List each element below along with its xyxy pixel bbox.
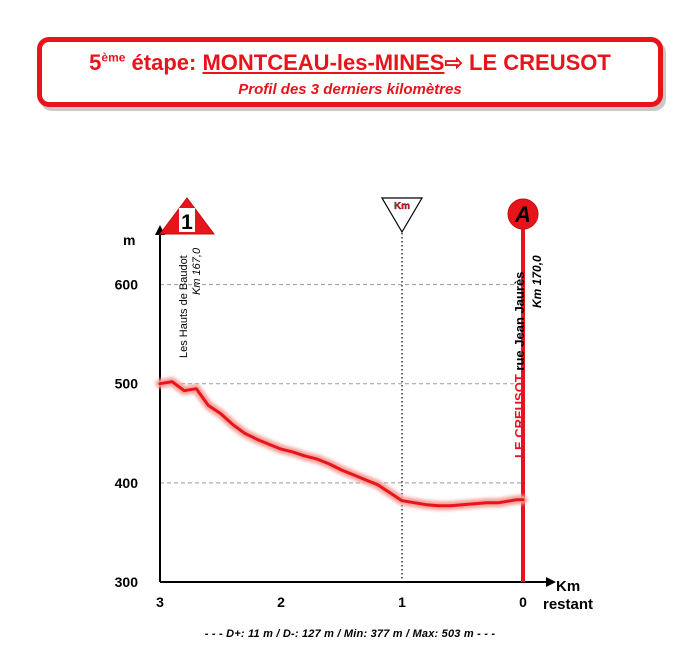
x-tick-label: 3	[156, 594, 164, 610]
stage-title: 5ème étape: MONTCEAU-les-MINES⇨ LE CREUS…	[42, 50, 658, 76]
stage-number: 5	[89, 50, 102, 75]
climb-name-label: Les Hauts de Baudot	[178, 255, 190, 358]
stage-ordinal: ème	[101, 50, 126, 65]
start-town: MONTCEAU-les-MINES	[202, 50, 445, 75]
arrival-name-label-group: LE CREUSOT rue Jean Jaurès	[512, 272, 527, 458]
profile	[155, 377, 528, 511]
x-tick-label: 0	[519, 594, 527, 610]
climb-badge	[179, 208, 195, 232]
x-axis-label-km: Km	[556, 578, 580, 595]
climb-number: 1	[181, 211, 193, 234]
flamme-rouge-label: Km	[394, 201, 410, 212]
flamme-rouge-icon	[380, 197, 424, 234]
x-tick-label: 1	[398, 594, 406, 610]
arrival-km-label: Km 170,0	[530, 255, 544, 308]
x-axis-label-restant: restant	[543, 596, 593, 613]
arrival-km-label-group: Km 170,0	[530, 255, 544, 308]
y-axis-unit: m	[123, 232, 135, 248]
y-tick-label: 400	[115, 475, 139, 491]
arrival-icon	[507, 198, 539, 230]
end-town: LE CREUSOT	[462, 50, 611, 75]
climb-km-label: Km 167,0	[191, 247, 203, 295]
arrival-name-label: LE CREUSOT rue Jean Jaurès	[512, 272, 527, 458]
labels: Les Hauts de Baudot Km 167,0 LE CREUSOT ru…	[178, 247, 544, 458]
profile-line	[158, 380, 525, 508]
subtitle: Profil des 3 derniers kilomètres	[238, 81, 462, 98]
x-tick-label: 2	[277, 594, 285, 610]
stats-footer: - - - D+: 11 m / D-: 127 m / Min: 377 m …	[204, 628, 496, 640]
y-tick-label: 600	[115, 277, 139, 293]
arrival-city-label: LE CREUSOT	[512, 374, 527, 458]
arrival-street-label: rue Jean Jaurès	[512, 272, 527, 375]
climb-name-label-group: Les Hauts de Baudot	[178, 255, 190, 358]
markers: Km 1 A	[159, 197, 539, 582]
y-tick-label: 300	[115, 574, 139, 590]
title-box: 5ème étape: MONTCEAU-les-MINES⇨ LE CREUS…	[37, 37, 663, 107]
arrow-icon: ⇨	[444, 50, 463, 75]
y-tick-label: 500	[115, 376, 139, 392]
arrival-letter: A	[514, 202, 531, 227]
x-axis-arrow	[546, 577, 556, 587]
climb-km-label-group: Km 167,0	[191, 247, 203, 295]
stage-word: étape:	[125, 50, 203, 75]
gridlines	[160, 284, 523, 484]
profile-glow	[155, 377, 528, 511]
